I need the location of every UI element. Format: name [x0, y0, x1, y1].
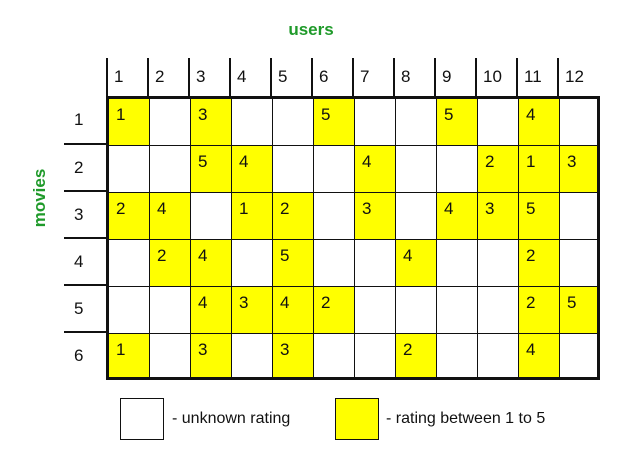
rating-cell: [355, 99, 396, 146]
rating-cell: 5: [273, 240, 314, 287]
rating-cell: [109, 287, 150, 334]
row-header-3: 3: [64, 190, 106, 237]
rating-cell: [232, 334, 273, 377]
column-header-2: 2: [147, 58, 188, 96]
rating-cell: [355, 240, 396, 287]
rating-cell: 1: [519, 146, 560, 193]
legend-rated-swatch: [335, 398, 379, 440]
rating-cell: 2: [519, 240, 560, 287]
rating-cell: [273, 146, 314, 193]
rating-cell: 5: [560, 287, 597, 334]
column-header-4: 4: [229, 58, 270, 96]
rating-cell: 4: [273, 287, 314, 334]
legend-rated-label: - rating between 1 to 5: [386, 410, 546, 427]
column-header-6: 6: [311, 58, 352, 96]
rating-cell: 1: [232, 193, 273, 240]
column-header-11: 11: [516, 58, 557, 96]
rating-cell: [109, 240, 150, 287]
rating-cell: [560, 193, 597, 240]
rating-cell: 2: [314, 287, 355, 334]
rating-cell: 2: [109, 193, 150, 240]
rating-cell: [232, 99, 273, 146]
rating-cell: [191, 193, 232, 240]
movies-axis-label: movies: [30, 168, 49, 228]
rating-cell: 1: [109, 334, 150, 377]
rating-cell: [437, 146, 478, 193]
rating-cell: 2: [396, 334, 437, 377]
column-header-5: 5: [270, 58, 311, 96]
rating-cell: 2: [478, 146, 519, 193]
rating-cell: 5: [519, 193, 560, 240]
rating-cell: 5: [437, 99, 478, 146]
rating-cell: [232, 240, 273, 287]
rating-cell: [150, 146, 191, 193]
rating-cell: [396, 193, 437, 240]
rating-cell: 4: [191, 287, 232, 334]
rating-cell: [437, 287, 478, 334]
rating-cell: 5: [314, 99, 355, 146]
column-header-9: 9: [434, 58, 475, 96]
column-header-8: 8: [393, 58, 434, 96]
row-header-5: 5: [64, 284, 106, 331]
users-axis-label: users: [288, 20, 334, 39]
row-header-1: 1: [74, 109, 84, 129]
rating-cell: [478, 99, 519, 146]
column-header-10: 10: [475, 58, 516, 96]
rating-cell: 4: [396, 240, 437, 287]
rating-cell: 3: [273, 334, 314, 377]
row-header-2: 2: [64, 143, 106, 190]
rating-cell: [314, 193, 355, 240]
rating-cell: 2: [519, 287, 560, 334]
rating-cell: [314, 240, 355, 287]
rating-cell: 3: [232, 287, 273, 334]
rating-cell: 1: [109, 99, 150, 146]
column-header-3: 3: [188, 58, 229, 96]
rating-cell: [150, 334, 191, 377]
rating-cell: 4: [232, 146, 273, 193]
column-header-7: 7: [352, 58, 393, 96]
column-header-12: 12: [557, 58, 598, 96]
rating-cell: [150, 287, 191, 334]
rating-cell: 3: [191, 334, 232, 377]
rating-cell: [396, 99, 437, 146]
rating-cell: [560, 334, 597, 377]
rating-cell: [314, 146, 355, 193]
rating-cell: [109, 146, 150, 193]
rating-cell: 4: [519, 334, 560, 377]
rating-cell: 4: [191, 240, 232, 287]
legend-unknown-label: - unknown rating: [172, 410, 291, 427]
rating-cell: [355, 287, 396, 334]
rating-cell: [396, 146, 437, 193]
rating-cell: 2: [273, 193, 314, 240]
rating-cell: 4: [519, 99, 560, 146]
rating-cell: 3: [560, 146, 597, 193]
rating-cell: [273, 99, 314, 146]
rating-cell: 3: [478, 193, 519, 240]
column-header-1: 1: [106, 58, 147, 96]
rating-cell: 2: [150, 240, 191, 287]
rating-cell: 3: [191, 99, 232, 146]
rating-cell: 4: [437, 193, 478, 240]
row-header-4: 4: [64, 237, 106, 284]
row-header-6: 6: [64, 331, 106, 378]
rating-cell: 4: [355, 146, 396, 193]
rating-cell: [150, 99, 191, 146]
rating-cell: [314, 334, 355, 377]
rating-cell: 4: [150, 193, 191, 240]
rating-cell: [560, 99, 597, 146]
legend-unknown-swatch: [120, 398, 164, 440]
rating-cell: [478, 287, 519, 334]
rating-cell: 3: [355, 193, 396, 240]
rating-cell: [437, 240, 478, 287]
rating-cell: [560, 240, 597, 287]
rating-cell: [478, 334, 519, 377]
rating-cell: [396, 287, 437, 334]
rating-cell: [437, 334, 478, 377]
rating-cell: [355, 334, 396, 377]
rating-cell: [478, 240, 519, 287]
rating-cell: 5: [191, 146, 232, 193]
